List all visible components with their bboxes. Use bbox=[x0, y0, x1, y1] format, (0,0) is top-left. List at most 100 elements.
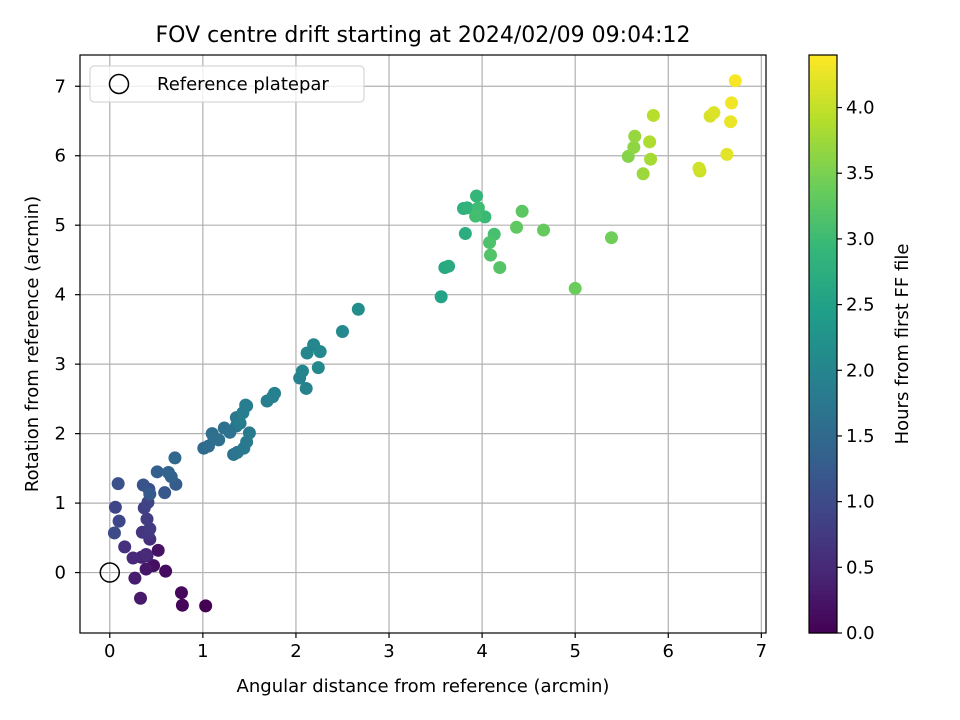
data-point bbox=[692, 161, 706, 175]
colorbar-band bbox=[809, 223, 837, 229]
data-point bbox=[150, 465, 164, 479]
colorbar: 0.0 0.5 1.0 1.5 2.0 2.5 3.0 3.5 4.0 Hours from f… bbox=[808, 54, 913, 644]
colorbar-band bbox=[809, 242, 837, 249]
colorbar-band bbox=[809, 392, 837, 398]
chart-title: FOV centre drift starting at 2024/02/09 … bbox=[156, 23, 691, 48]
colorbar-band bbox=[809, 170, 837, 177]
colorbar-band bbox=[809, 522, 837, 528]
data-point bbox=[212, 433, 226, 447]
colorbar-band bbox=[809, 69, 837, 75]
data-point bbox=[159, 564, 173, 578]
x-tick-label: 2 bbox=[290, 641, 301, 662]
colorbar-band bbox=[809, 401, 837, 408]
data-point bbox=[313, 345, 327, 359]
colorbar-band bbox=[809, 194, 837, 201]
colorbar-band bbox=[809, 286, 837, 292]
colorbar-band bbox=[809, 146, 837, 152]
colorbar-band bbox=[809, 440, 837, 446]
legend-label-reference: Reference platepar bbox=[157, 74, 329, 95]
data-point bbox=[242, 426, 256, 440]
colorbar-band bbox=[809, 478, 837, 485]
colorbar-band bbox=[809, 613, 837, 620]
data-point bbox=[174, 586, 188, 600]
data-point bbox=[199, 599, 213, 613]
data-point bbox=[568, 281, 582, 295]
colorbar-band bbox=[809, 628, 837, 634]
data-point bbox=[118, 540, 132, 554]
colorbar-band bbox=[809, 252, 837, 258]
colorbar-band bbox=[809, 430, 837, 437]
colorbar-tick-label: 2.5 bbox=[846, 295, 875, 316]
data-point bbox=[728, 74, 742, 88]
colorbar-band bbox=[809, 151, 837, 157]
data-point bbox=[493, 261, 507, 275]
colorbar-band bbox=[809, 488, 837, 494]
colorbar-band bbox=[809, 276, 837, 282]
colorbar-band bbox=[809, 570, 837, 576]
y-tick-label: 4 bbox=[55, 285, 66, 306]
colorbar-band bbox=[809, 300, 837, 307]
colorbar-gradient bbox=[809, 55, 837, 634]
colorbar-band bbox=[809, 295, 837, 302]
colorbar-band bbox=[809, 584, 837, 591]
x-axis-ticks: 0 1 2 3 4 5 6 7 bbox=[104, 633, 767, 662]
data-point bbox=[268, 386, 282, 400]
colorbar-band bbox=[809, 493, 837, 499]
data-point bbox=[720, 147, 734, 161]
colorbar-band bbox=[809, 55, 837, 61]
colorbar-band bbox=[809, 406, 837, 413]
colorbar-band bbox=[809, 93, 837, 99]
colorbar-band bbox=[809, 421, 837, 427]
data-point bbox=[643, 135, 657, 149]
x-tick-label: 3 bbox=[383, 641, 394, 662]
colorbar-band bbox=[809, 281, 837, 287]
colorbar-band bbox=[809, 464, 837, 470]
data-point bbox=[725, 96, 739, 110]
colorbar-tick-label: 0.5 bbox=[846, 557, 875, 578]
colorbar-label: Hours from first FF file bbox=[892, 244, 913, 445]
colorbar-band bbox=[809, 396, 837, 403]
data-point bbox=[483, 236, 497, 250]
colorbar-band bbox=[809, 266, 837, 273]
data-point bbox=[108, 500, 122, 514]
data-point bbox=[458, 227, 472, 241]
colorbar-band bbox=[809, 498, 837, 504]
data-point bbox=[335, 324, 349, 338]
data-point bbox=[707, 106, 721, 120]
colorbar-band bbox=[809, 189, 837, 196]
colorbar-band bbox=[809, 425, 837, 432]
colorbar-band bbox=[809, 363, 837, 369]
colorbar-band bbox=[809, 512, 837, 518]
data-point bbox=[126, 551, 140, 565]
data-point bbox=[107, 526, 121, 540]
colorbar-band bbox=[809, 435, 837, 441]
colorbar-band bbox=[809, 79, 837, 85]
colorbar-band bbox=[809, 517, 837, 523]
colorbar-band bbox=[809, 257, 837, 263]
data-point bbox=[311, 361, 325, 375]
colorbar-band bbox=[809, 599, 837, 605]
data-point bbox=[151, 543, 165, 557]
colorbar-tick-label: 4.0 bbox=[846, 98, 875, 119]
colorbar-band bbox=[809, 445, 837, 451]
colorbar-band bbox=[809, 98, 837, 104]
data-point bbox=[470, 189, 484, 203]
colorbar-band bbox=[809, 502, 837, 509]
reference-platepar-marker bbox=[99, 562, 121, 583]
colorbar-tick-label: 3.5 bbox=[846, 163, 875, 184]
data-point bbox=[128, 571, 142, 585]
data-point bbox=[537, 223, 551, 237]
y-tick-label: 2 bbox=[55, 424, 66, 445]
data-point bbox=[140, 512, 154, 526]
colorbar-ticks: 0.0 0.5 1.0 1.5 2.0 2.5 3.0 3.5 4.0 bbox=[837, 98, 875, 644]
colorbar-band bbox=[809, 344, 837, 350]
data-point bbox=[161, 466, 175, 480]
colorbar-band bbox=[809, 218, 837, 225]
colorbar-band bbox=[809, 623, 837, 629]
colorbar-band bbox=[809, 411, 837, 417]
y-tick-label: 3 bbox=[55, 354, 66, 375]
colorbar-band bbox=[809, 608, 837, 615]
data-point bbox=[724, 115, 738, 129]
colorbar-band bbox=[809, 209, 837, 215]
